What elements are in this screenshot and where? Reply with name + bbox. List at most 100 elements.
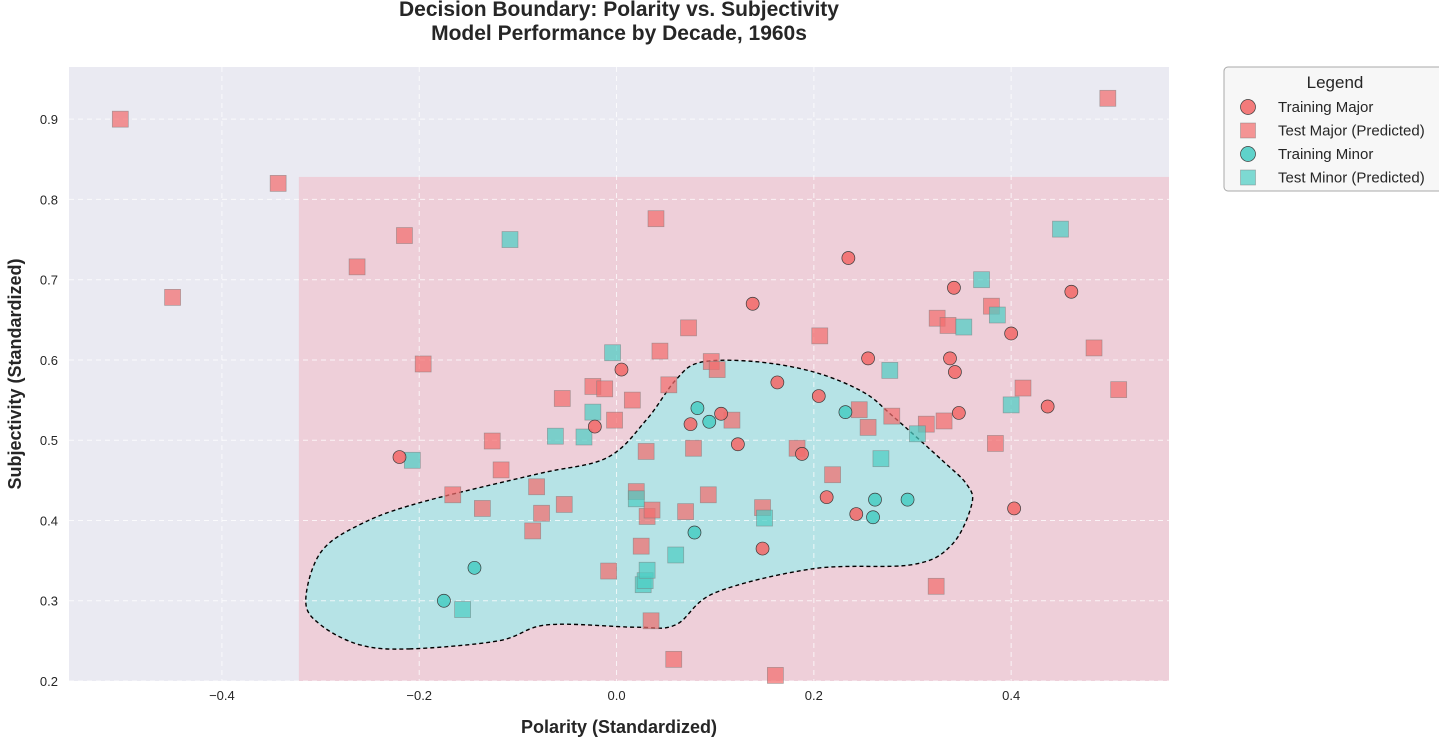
- x-tick-label: −0.4: [209, 688, 235, 703]
- test-major-predicted-point: [483, 432, 501, 450]
- y-tick-label: 0.3: [40, 594, 58, 609]
- training-minor-point: [838, 405, 853, 419]
- test-major-predicted-point: [883, 407, 901, 425]
- test-major-predicted-point: [660, 376, 678, 394]
- test-major-predicted-point: [824, 466, 841, 484]
- legend-box: [1223, 66, 1439, 192]
- training-major-point: [1007, 501, 1021, 516]
- training-major-point: [943, 351, 957, 366]
- y-tick-label: 0.2: [40, 674, 58, 689]
- y-tick-label: 0.4: [40, 513, 58, 528]
- chart-title: Decision Boundary: Polarity vs. Subjecti…: [399, 0, 839, 21]
- test-major-predicted-point: [444, 486, 462, 504]
- training-major-point: [1064, 284, 1079, 299]
- boundary-line: [305, 359, 974, 650]
- y-axis-ticks: 0.2 0.3 0.4 0.5 0.6 0.7 0.8 0.9: [40, 112, 58, 689]
- y-axis-label: Subjectivity (Standardized): [5, 258, 25, 489]
- x-tick-label: 0.4: [1002, 688, 1020, 703]
- test-major-predicted-point: [939, 317, 957, 334]
- x-tick-label: −0.2: [406, 688, 432, 703]
- legend-marker-training-major: [1240, 99, 1256, 115]
- test-major-predicted-point: [1014, 379, 1032, 397]
- test-minor-predicted-point: [667, 546, 685, 564]
- y-tick-label: 0.7: [40, 273, 58, 288]
- test-minor-predicted-point: [454, 601, 471, 618]
- test-major-predicted-point: [680, 319, 697, 337]
- test-minor-predicted-point: [988, 306, 1006, 324]
- training-major-point: [861, 351, 875, 366]
- legend-marker-test-minor-predicted: [1240, 169, 1256, 186]
- test-major-predicted-point: [685, 439, 702, 457]
- test-minor-predicted-point: [955, 318, 973, 336]
- training-major-point: [714, 406, 728, 421]
- test-minor-predicted-point: [872, 450, 890, 468]
- x-tick-label: 0.0: [607, 688, 625, 703]
- training-major-point: [731, 437, 745, 452]
- training-major-point: [770, 375, 785, 390]
- legend-entry-training-minor: Training Minor: [1278, 146, 1373, 163]
- test-major-predicted-point: [414, 355, 432, 373]
- test-major-predicted-point: [533, 504, 550, 522]
- training-minor-point: [900, 492, 915, 507]
- test-major-predicted-point: [850, 401, 868, 419]
- y-tick-label: 0.5: [40, 433, 58, 448]
- test-major-predicted-point: [767, 667, 784, 684]
- decision-regions: [298, 176, 1169, 681]
- training-minor-point: [690, 401, 705, 415]
- y-tick-label: 0.9: [40, 112, 58, 127]
- training-major-point: [952, 406, 966, 420]
- training-minor-point: [868, 492, 882, 507]
- test-major-predicted-point: [164, 289, 181, 306]
- training-minor-point: [702, 414, 717, 429]
- test-major-predicted-point: [524, 522, 542, 540]
- decision-boundary: [305, 359, 974, 650]
- test-major-predicted-point: [553, 390, 571, 407]
- training-major-point: [948, 365, 962, 379]
- x-axis-label: Polarity (Standardized): [521, 717, 717, 737]
- test-major-predicted-point: [642, 612, 660, 630]
- training-major-point: [392, 450, 407, 464]
- test-minor-predicted-point: [584, 403, 602, 421]
- test-major-predicted-point: [1099, 89, 1117, 107]
- test-major-predicted-point: [1110, 381, 1128, 399]
- training-major-point: [1004, 326, 1019, 341]
- test-major-predicted-point: [1085, 339, 1103, 357]
- test-major-predicted-point: [723, 411, 741, 429]
- test-major-predicted-point: [927, 577, 945, 595]
- test-major-predicted-point: [647, 210, 665, 228]
- y-tick-label: 0.8: [40, 192, 58, 207]
- test-major-predicted-point: [677, 503, 694, 520]
- test-major-predicted-point: [859, 419, 877, 436]
- training-major-point: [614, 362, 629, 377]
- test-minor-predicted-point: [604, 344, 621, 362]
- test-major-predicted-point: [632, 537, 650, 555]
- x-axis-ticks: −0.4 −0.2 0.0 0.2 0.4: [209, 688, 1020, 703]
- test-major-predicted-point: [600, 562, 617, 580]
- test-major-predicted-point: [708, 361, 726, 378]
- x-tick-label: 0.2: [805, 688, 823, 703]
- test-minor-predicted-point: [627, 490, 645, 508]
- test-minor-predicted-point: [1052, 220, 1069, 238]
- test-major-predicted-point: [606, 411, 623, 429]
- y-tick-label: 0.6: [40, 353, 58, 368]
- test-minor-predicted-point: [501, 231, 519, 248]
- training-minor-point: [437, 593, 451, 608]
- training-major-point: [841, 251, 856, 265]
- legend-title: Legend: [1307, 73, 1364, 92]
- test-minor-predicted-point: [756, 509, 773, 527]
- legend-entries: Training Major Test Major (Predicted) Trai…: [1240, 99, 1425, 187]
- test-major-predicted-point: [665, 650, 683, 668]
- legend-entry-training-major: Training Major: [1278, 99, 1373, 116]
- test-major-predicted-point: [474, 500, 491, 517]
- test-major-predicted-point: [269, 175, 287, 192]
- test-minor-predicted-point: [403, 451, 421, 469]
- test-major-predicted-point: [596, 380, 614, 398]
- test-minor-predicted-point: [575, 428, 593, 446]
- test-major-predicted-point: [348, 258, 366, 276]
- legend-entry-test-major-predicted: Test Major (Predicted): [1278, 123, 1425, 140]
- training-major-point: [755, 541, 770, 556]
- test-major-predicted-point: [987, 435, 1004, 452]
- training-major-point: [587, 419, 602, 434]
- training-major-point: [947, 280, 961, 295]
- test-minor-predicted-point: [881, 362, 899, 379]
